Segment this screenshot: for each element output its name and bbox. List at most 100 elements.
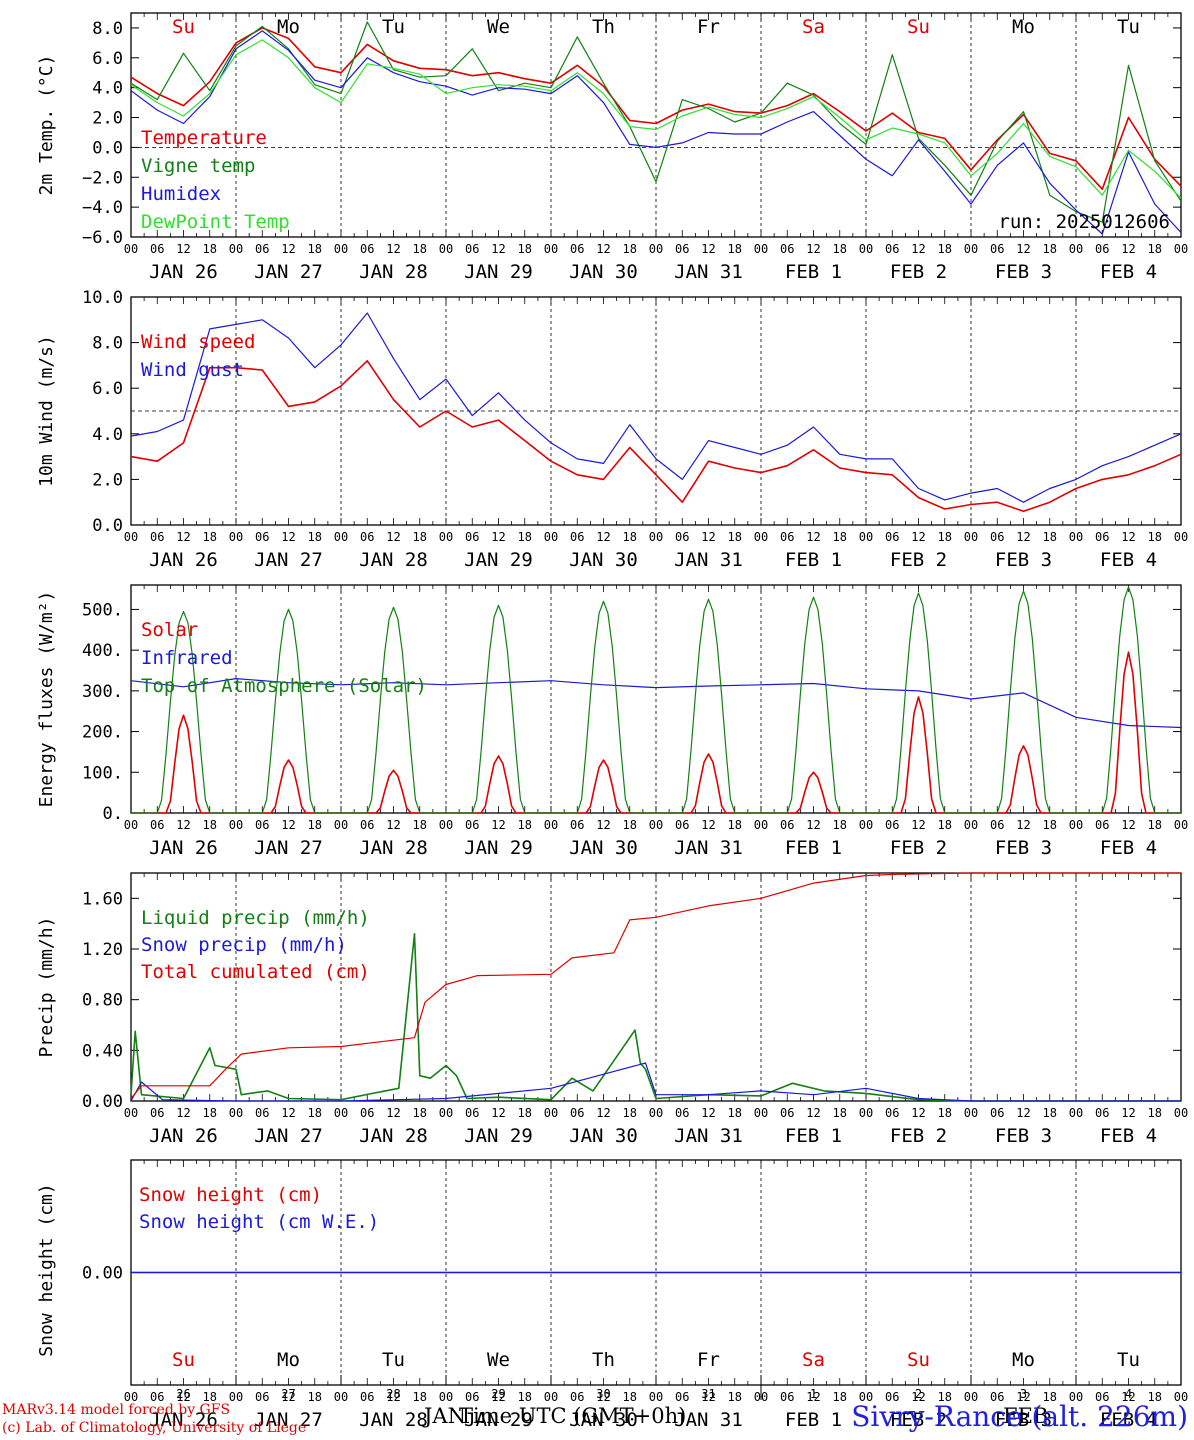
- hour-tick-label: 06: [1095, 242, 1109, 256]
- hour-tick-label: 06: [675, 818, 689, 832]
- weekday-label-bottom: Sa: [802, 1349, 825, 1371]
- hour-tick-label: 18: [203, 1390, 217, 1404]
- weekday-label-bottom: Mo: [277, 1349, 300, 1371]
- hour-tick-label: 18: [623, 1390, 637, 1404]
- hour-tick-label: 18: [308, 530, 322, 544]
- hour-tick-label: 00: [229, 818, 243, 832]
- hour-tick-label: 06: [885, 818, 899, 832]
- hour-tick-label: 06: [255, 242, 269, 256]
- hour-tick-label: 00: [229, 1390, 243, 1404]
- hour-tick-label: 18: [1043, 530, 1057, 544]
- day-number: 31: [701, 1387, 715, 1401]
- hour-tick-label: 00: [229, 530, 243, 544]
- hour-tick-label: 00: [544, 818, 558, 832]
- hour-tick-label: 18: [623, 530, 637, 544]
- y-tick-label: 0.40: [82, 1041, 123, 1061]
- legend-entry: Liquid precip (mm/h): [141, 907, 370, 929]
- day-number: 30: [596, 1387, 610, 1401]
- legend-entry: Top of Atmosphere (Solar): [141, 675, 427, 697]
- hour-tick-label: 12: [806, 818, 820, 832]
- y-tick-label: 2.0: [92, 470, 123, 490]
- hour-tick-label: 12: [1016, 818, 1030, 832]
- date-label: JAN 31: [674, 261, 743, 283]
- hour-tick-label: 06: [360, 1390, 374, 1404]
- legend-entry: Wind speed: [141, 331, 255, 353]
- hour-tick-label: 12: [1016, 1390, 1030, 1404]
- y-tick-label: −2.0: [82, 168, 123, 188]
- hour-tick-label: 06: [780, 242, 794, 256]
- hour-tick-label: 12: [281, 1390, 295, 1404]
- date-label: JAN 31: [674, 1409, 743, 1431]
- date-label: FEB 1: [785, 1125, 842, 1147]
- hour-tick-label: 06: [360, 818, 374, 832]
- hour-tick-label: 12: [386, 818, 400, 832]
- hour-tick-label: 12: [491, 818, 505, 832]
- hour-tick-label: 06: [360, 530, 374, 544]
- hour-tick-label: 18: [518, 530, 532, 544]
- hour-tick-label: 06: [150, 818, 164, 832]
- month-label-feb: FEB: [1003, 1404, 1049, 1428]
- hour-tick-label: 06: [885, 1390, 899, 1404]
- y-tick-label: 500.: [82, 600, 123, 620]
- date-label: JAN 30: [569, 1409, 638, 1431]
- hour-tick-label: 06: [990, 1106, 1004, 1120]
- y-tick-label: 300.: [82, 682, 123, 702]
- hour-tick-label: 12: [701, 1106, 715, 1120]
- date-label: FEB 3: [995, 549, 1052, 571]
- hour-tick-label: 06: [570, 818, 584, 832]
- hour-tick-label: 18: [1148, 1106, 1162, 1120]
- date-label: FEB 2: [890, 261, 947, 283]
- date-label: FEB 2: [890, 1125, 947, 1147]
- date-label: JAN 29: [464, 1409, 533, 1431]
- energy-flux-panel: 00 06 12 18 00 06 12 18 00 06 12 18 00 06 12 18 00 06 12 18…: [36, 584, 1188, 859]
- day-number: 2: [915, 1387, 922, 1401]
- date-label: FEB 2: [890, 549, 947, 571]
- hour-tick-label: 12: [806, 1390, 820, 1404]
- hour-tick-label: 18: [1043, 242, 1057, 256]
- weekday-label: Fr: [697, 16, 720, 38]
- legend-entry: Snow height (cm): [139, 1184, 322, 1206]
- hour-tick-label: 00: [1174, 1390, 1188, 1404]
- y-tick-label: 400.: [82, 641, 123, 661]
- hour-tick-label: 00: [544, 530, 558, 544]
- weekday-label: Su: [172, 16, 195, 38]
- hour-tick-label: 00: [859, 1390, 873, 1404]
- hour-tick-label: 18: [518, 242, 532, 256]
- hour-tick-label: 12: [491, 1106, 505, 1120]
- hour-tick-label: 18: [1148, 242, 1162, 256]
- y-tick-label: 2.0: [92, 109, 123, 129]
- weekday-label-bottom: Th: [592, 1349, 615, 1371]
- legend-entry: Snow precip (mm/h): [141, 934, 347, 956]
- hour-tick-label: 00: [754, 242, 768, 256]
- hour-tick-label: 12: [281, 818, 295, 832]
- hour-tick-label: 00: [544, 242, 558, 256]
- series-line-wind-speed: [130, 359, 1182, 513]
- hour-tick-label: 06: [570, 242, 584, 256]
- hour-tick-label: 18: [1148, 1390, 1162, 1404]
- series-line-humidex: [130, 30, 1182, 235]
- date-label: FEB 3: [995, 1409, 1052, 1431]
- hour-tick-label: 18: [203, 818, 217, 832]
- hour-tick-label: 06: [570, 530, 584, 544]
- weekday-label: Th: [592, 16, 615, 38]
- hour-tick-label: 12: [386, 530, 400, 544]
- date-label: JAN 28: [359, 837, 428, 859]
- legend-entry: Humidex: [141, 183, 221, 205]
- y-axis-label: Precip (mm/h): [36, 917, 57, 1058]
- series-line-snow-precip-mm-h-: [130, 1062, 1181, 1102]
- hour-tick-label: 18: [938, 1390, 952, 1404]
- hour-tick-label: 00: [754, 818, 768, 832]
- hour-tick-label: 00: [1174, 1106, 1188, 1120]
- hour-tick-label: 00: [124, 1390, 138, 1404]
- hour-tick-label: 18: [1043, 1390, 1057, 1404]
- hour-tick-label: 00: [334, 242, 348, 256]
- y-tick-label: 8.0: [92, 334, 123, 354]
- hour-tick-label: 06: [780, 818, 794, 832]
- day-number: 27: [281, 1387, 295, 1401]
- hour-tick-label: 00: [439, 818, 453, 832]
- hour-tick-label: 18: [1043, 818, 1057, 832]
- date-label: JAN 27: [254, 1409, 323, 1431]
- hour-tick-label: 06: [1095, 530, 1109, 544]
- y-tick-label: 0.00: [82, 1092, 123, 1112]
